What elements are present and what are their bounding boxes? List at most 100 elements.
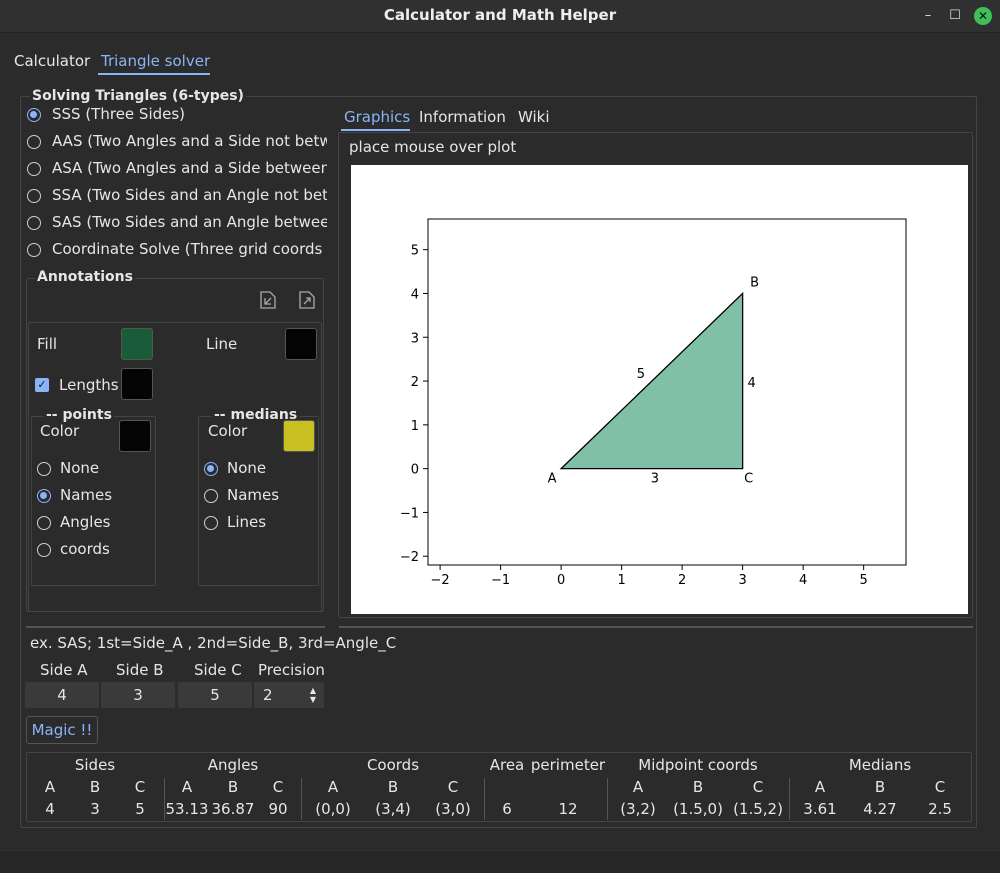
results-value-medians-c: 2.5 — [928, 800, 952, 818]
side-label-ac: 3 — [651, 472, 659, 487]
results-value-coords-b: (3,4) — [375, 800, 411, 818]
close-icon[interactable]: ✕ — [974, 7, 992, 25]
triangle-solver-panel — [20, 96, 977, 828]
solve-option-label[interactable]: SSS (Three Sides) — [52, 105, 186, 123]
results-value-sides-b: 3 — [90, 800, 100, 818]
results-value-coords-c: (3,0) — [435, 800, 471, 818]
right-separator — [339, 626, 973, 628]
x-tick-label: 0 — [557, 573, 565, 588]
side-c-input[interactable]: 5 — [178, 682, 252, 708]
import-icon[interactable] — [257, 289, 279, 311]
annotation-settings — [28, 322, 322, 612]
tab-wiki[interactable]: Wiki — [518, 108, 550, 126]
results-header-area: Area — [489, 756, 525, 774]
plot-axes-frame — [427, 218, 907, 566]
spin-arrows-icon[interactable]: ▲ ▼ — [309, 686, 316, 704]
tab-active-indicator — [98, 73, 210, 75]
results-value-midpoints-b: (1.5,0) — [673, 800, 723, 818]
medians-option-label[interactable]: None — [227, 459, 267, 477]
tab-triangle-solver[interactable]: Triangle solver — [101, 52, 211, 70]
maximize-icon[interactable]: ☐ — [949, 8, 961, 23]
results-subheader: C — [447, 778, 459, 796]
points-radio-2[interactable] — [37, 516, 51, 530]
lengths-color-button[interactable] — [121, 368, 153, 400]
solve-radio-4[interactable] — [27, 216, 41, 230]
fill-label: Fill — [37, 335, 58, 353]
results-subheader: C — [272, 778, 284, 796]
medians-radio-2[interactable] — [204, 516, 218, 530]
x-tick-label: −2 — [431, 573, 450, 588]
results-header-medians: Medians — [848, 756, 912, 774]
results-header-perimeter: perimeter — [530, 756, 606, 774]
vertex-label-b: B — [750, 275, 759, 290]
precision-value: 2 — [263, 686, 273, 704]
y-tick-label: −1 — [400, 506, 419, 521]
points-option-label[interactable]: Angles — [60, 513, 111, 531]
annotations-title: Annotations — [35, 269, 135, 285]
line-label: Line — [206, 335, 238, 353]
results-value-sides-c: 5 — [135, 800, 145, 818]
solve-option-label[interactable]: ASA (Two Angles and a Side between) — [52, 159, 327, 177]
solve-option-label[interactable]: SSA (Two Sides and an Angle not between) — [52, 186, 327, 204]
solve-radio-2[interactable] — [27, 162, 41, 176]
tab-calculator[interactable]: Calculator — [14, 52, 91, 70]
column-divider — [301, 778, 302, 820]
solve-radio-3[interactable] — [27, 189, 41, 203]
x-tick-label: 1 — [617, 573, 625, 588]
x-tick-label: 3 — [738, 573, 746, 588]
fill-color-button[interactable] — [121, 328, 153, 360]
solve-radio-1[interactable] — [27, 135, 41, 149]
solve-group-title: Solving Triangles (6-types) — [30, 88, 246, 104]
medians-color-button[interactable] — [283, 420, 315, 452]
points-option-label[interactable]: coords — [60, 540, 110, 558]
lengths-checkbox[interactable]: ✓ — [35, 378, 49, 392]
tab-information[interactable]: Information — [419, 108, 506, 126]
triangle-plot[interactable]: −2 −1 0 1 2 3 4 5 5 4 3 2 1 0 −1 −2 A B C 5 4 3 — [351, 165, 968, 614]
vertex-label-a: A — [548, 472, 557, 487]
solve-radio-5[interactable] — [27, 243, 41, 257]
medians-option-label[interactable]: Lines — [227, 513, 267, 531]
solve-option-label[interactable]: AAS (Two Angles and a Side not between) — [52, 132, 327, 150]
y-tick-label: 1 — [411, 419, 419, 434]
results-header-sides: Sides — [74, 756, 116, 774]
results-subheader: A — [632, 778, 644, 796]
points-color-button[interactable] — [119, 420, 151, 452]
minimize-icon[interactable]: – — [924, 8, 932, 23]
medians-option-label[interactable]: Names — [227, 486, 280, 504]
side-b-input[interactable]: 3 — [101, 682, 175, 708]
column-divider — [789, 778, 790, 820]
line-color-button[interactable] — [285, 328, 317, 360]
results-value-perimeter: 12 — [558, 800, 578, 818]
tab-graphics[interactable]: Graphics — [344, 108, 411, 126]
side-a-label: Side A — [40, 661, 88, 679]
vertex-label-c: C — [744, 472, 753, 487]
side-a-input[interactable]: 4 — [25, 682, 99, 708]
points-option-label[interactable]: Names — [60, 486, 113, 504]
export-icon[interactable] — [296, 289, 318, 311]
magic-button[interactable]: Magic !! — [26, 716, 98, 744]
y-tick-label: 0 — [411, 463, 419, 478]
points-radio-1[interactable] — [37, 489, 51, 503]
status-bar — [0, 850, 1000, 873]
solve-radio-0[interactable] — [27, 108, 41, 122]
results-value-midpoints-a: (3,2) — [620, 800, 656, 818]
results-subheader: C — [134, 778, 146, 796]
points-radio-3[interactable] — [37, 543, 51, 557]
points-option-label[interactable]: None — [60, 459, 100, 477]
medians-radio-0[interactable] — [204, 462, 218, 476]
results-value-area: 6 — [502, 800, 512, 818]
precision-spinbox[interactable]: 2 ▲ ▼ — [254, 682, 324, 708]
solve-option-label[interactable]: SAS (Two Sides and an Angle between) — [52, 213, 327, 231]
window-title: Calculator and Math Helper — [383, 6, 617, 24]
x-tick-label: 4 — [799, 573, 807, 588]
results-header-angles: Angles — [207, 756, 259, 774]
results-value-angles-a: 53.13 — [165, 800, 209, 818]
points-radio-0[interactable] — [37, 462, 51, 476]
solve-option-label[interactable]: Coordinate Solve (Three grid coords for … — [52, 240, 327, 258]
medians-radio-1[interactable] — [204, 489, 218, 503]
medians-color-label: Color — [208, 422, 248, 440]
x-tick-label: 2 — [678, 573, 686, 588]
results-subheader: B — [387, 778, 399, 796]
column-divider — [607, 778, 608, 820]
results-subheader: A — [44, 778, 56, 796]
